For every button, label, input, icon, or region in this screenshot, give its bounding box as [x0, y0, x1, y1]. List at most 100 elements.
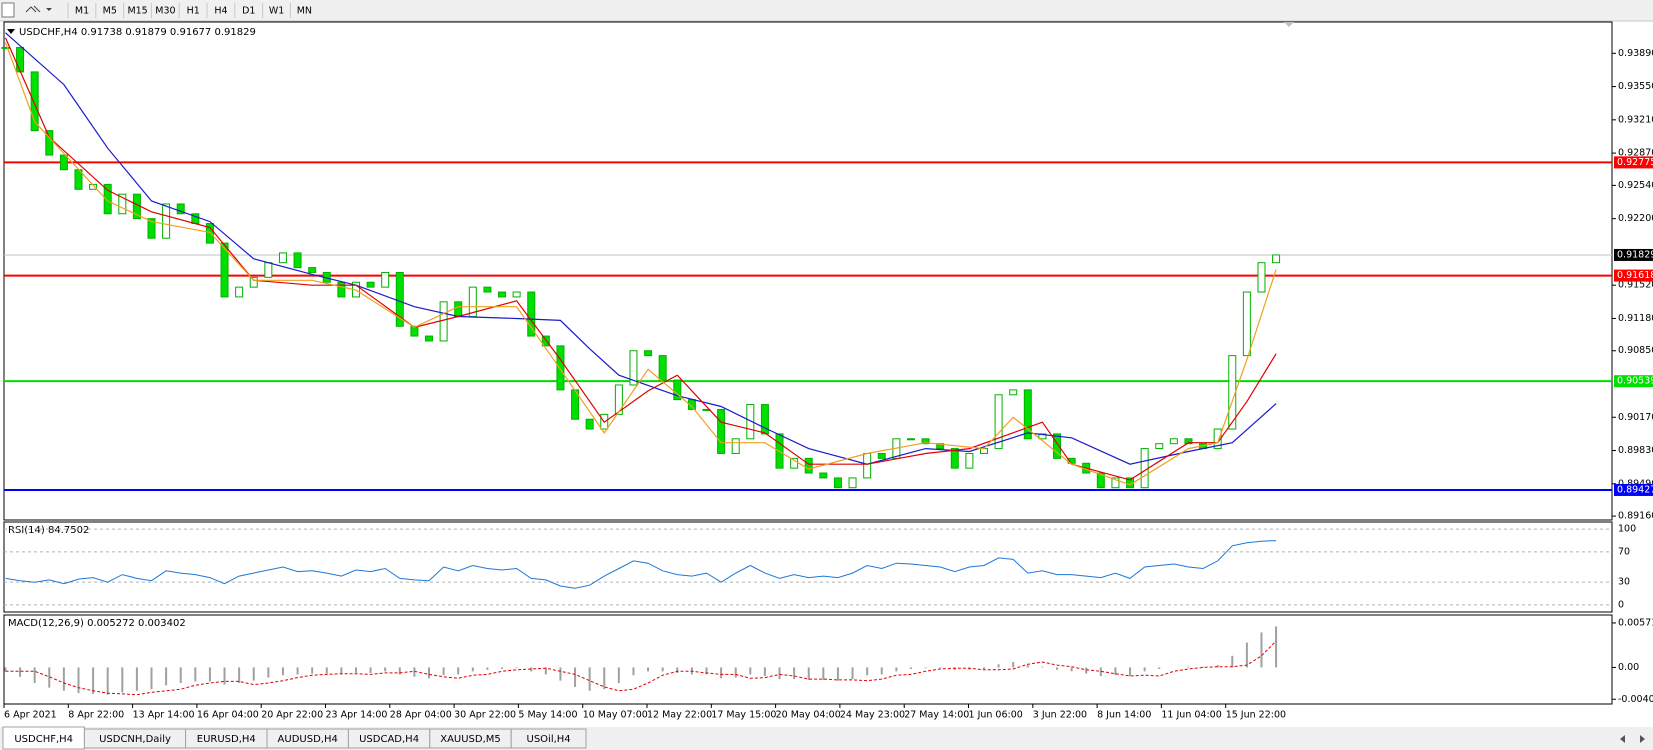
candle [819, 472, 828, 479]
text-tool[interactable] [1, 2, 15, 18]
candle [147, 218, 156, 239]
tab-label[interactable]: USOil,H4 [527, 734, 571, 745]
candle [877, 452, 886, 459]
level-label: 0.89427 [1617, 484, 1653, 495]
candle [410, 325, 419, 337]
x-tick-label: 13 Apr 14:00 [133, 710, 195, 721]
timeframe-button[interactable]: M30 [155, 6, 175, 17]
x-tick-label: 30 Apr 22:00 [454, 710, 516, 721]
candle [366, 281, 375, 288]
tab[interactable] [510, 728, 587, 749]
candle [454, 301, 463, 317]
candle [746, 404, 755, 440]
dropdown[interactable] [46, 8, 52, 11]
candle [381, 271, 390, 288]
x-tick-label: 12 May 22:00 [647, 710, 712, 721]
timeframe-button[interactable]: M15 [127, 6, 147, 17]
tab-label[interactable]: USDCHF,H4 [14, 734, 73, 745]
x-tick-label: 16 Apr 04:00 [197, 710, 259, 721]
candle [804, 457, 813, 474]
x-tick-label: 8 Apr 22:00 [68, 710, 124, 721]
timeframe-button[interactable]: M5 [103, 6, 117, 17]
candle [906, 438, 915, 441]
symbol-marker [7, 29, 15, 34]
candle [658, 355, 667, 381]
candle [921, 438, 930, 445]
candle [235, 286, 244, 298]
tab-label[interactable]: XAUUSD,M5 [440, 734, 501, 745]
timeframe-button[interactable]: H1 [187, 6, 200, 17]
x-tick-label: 11 Jun 04:00 [1161, 710, 1221, 721]
x-tick-label: 3 Jun 22:00 [1033, 710, 1087, 721]
candle [308, 267, 317, 273]
x-tick-label: 10 May 07:00 [583, 710, 648, 721]
candle [1, 46, 10, 49]
shift-marker [1284, 22, 1294, 27]
level-label-bg [1614, 483, 1653, 496]
tab-label[interactable]: EURUSD,H4 [197, 734, 256, 745]
candle [863, 452, 872, 479]
candle [1257, 262, 1266, 293]
candle [425, 335, 434, 342]
tab-label[interactable]: USDCAD,H4 [359, 734, 419, 745]
candle [1053, 433, 1062, 459]
candle [395, 271, 404, 327]
timeframe-button[interactable]: H4 [214, 6, 227, 17]
candle [965, 452, 974, 469]
candle [614, 384, 623, 415]
y-tick-label: 100 [1618, 524, 1636, 535]
candle [644, 350, 653, 357]
arrow-tool[interactable] [25, 5, 41, 13]
candle [59, 154, 68, 171]
candle [498, 291, 507, 298]
candle [483, 286, 492, 293]
candle [673, 379, 682, 401]
y-tick-label: 30 [1618, 577, 1630, 588]
candle [790, 457, 799, 469]
price-line-label-bg [1614, 248, 1653, 261]
candle [760, 404, 769, 435]
candle [512, 291, 521, 298]
timeframe-button[interactable]: M1 [75, 6, 89, 17]
candle [848, 477, 857, 489]
candle [1096, 472, 1105, 489]
candle [16, 46, 25, 73]
candle [45, 130, 54, 156]
candle [1155, 443, 1164, 450]
tab-label[interactable]: USDCNH,Daily [99, 734, 171, 745]
timeframe-button[interactable]: MN [297, 6, 312, 17]
timeframe-button[interactable]: D1 [242, 6, 255, 17]
candle [205, 223, 214, 244]
candle [264, 262, 273, 278]
moving-average [4, 42, 1277, 486]
tab-label[interactable]: AUDUSD,H4 [278, 734, 338, 745]
x-tick-label: 5 May 14:00 [518, 710, 577, 721]
x-tick-label: 1 Jun 06:00 [969, 710, 1023, 721]
candle [527, 291, 536, 337]
tab-scroll[interactable] [1620, 735, 1645, 743]
candle [220, 242, 229, 298]
x-tick-label: 24 May 23:00 [840, 710, 905, 721]
candle [556, 345, 565, 391]
candle [337, 281, 346, 298]
timeframe-button[interactable]: W1 [269, 6, 284, 17]
level-label-bg [1614, 375, 1653, 388]
macd-signal [5, 640, 1277, 696]
candle [249, 276, 258, 288]
price-line-label: 0.91829 [1617, 249, 1653, 260]
candle [1009, 389, 1018, 396]
candle [994, 394, 1003, 450]
candle [1242, 291, 1251, 357]
macd-panel [3, 614, 1613, 705]
